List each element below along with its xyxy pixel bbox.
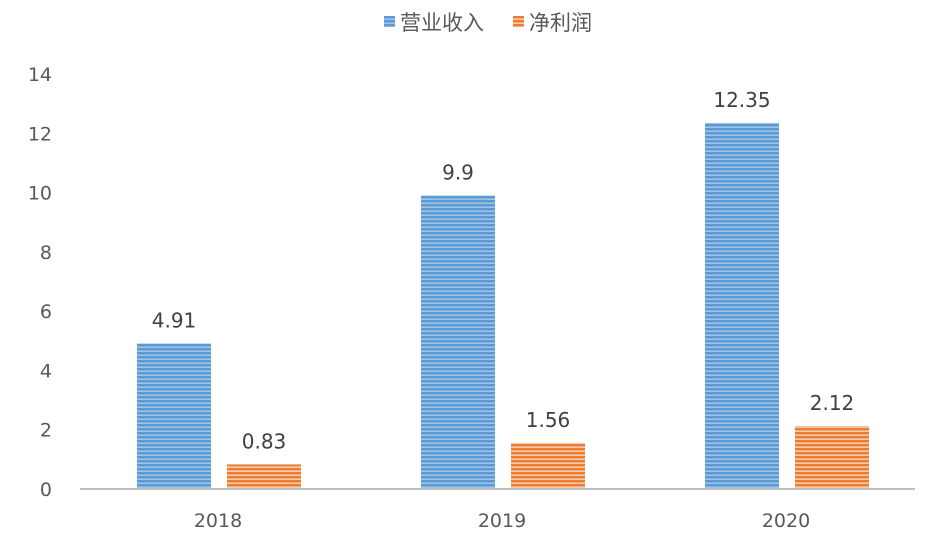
x-tick-label: 2018 bbox=[194, 510, 242, 532]
y-tick-label: 4 bbox=[40, 360, 52, 382]
data-label: 4.91 bbox=[152, 308, 197, 332]
y-tick-label: 14 bbox=[28, 64, 52, 86]
y-tick-label: 10 bbox=[28, 183, 52, 205]
data-labels: 4.91 9.9 12.35 0.83 1.56 2.12 bbox=[152, 88, 855, 453]
x-tick-label: 2020 bbox=[762, 510, 810, 532]
data-label: 1.56 bbox=[526, 408, 571, 432]
x-tick-label: 2019 bbox=[478, 510, 526, 532]
y-axis: 0 2 4 6 8 10 12 14 bbox=[28, 64, 52, 501]
bar-revenue-2019 bbox=[421, 195, 495, 490]
y-tick-label: 8 bbox=[40, 242, 52, 264]
legend-label-net-profit: 净利润 bbox=[529, 11, 592, 35]
legend-swatch-net-profit bbox=[513, 16, 524, 27]
legend-label-revenue: 营业收入 bbox=[400, 11, 484, 35]
bar-net-profit-2018 bbox=[227, 464, 301, 489]
y-tick-label: 12 bbox=[28, 123, 52, 145]
legend: 营业收入 净利润 bbox=[384, 11, 592, 35]
bar-revenue-2018 bbox=[137, 343, 211, 489]
x-axis: 2018 2019 2020 bbox=[194, 510, 810, 532]
data-label: 12.35 bbox=[713, 88, 770, 112]
bar-revenue-2020 bbox=[705, 122, 779, 490]
bar-net-profit-2020 bbox=[795, 426, 869, 489]
data-label: 0.83 bbox=[242, 429, 287, 453]
bar-net-profit-2019 bbox=[511, 442, 585, 489]
legend-swatch-revenue bbox=[384, 16, 395, 27]
y-tick-label: 2 bbox=[40, 420, 52, 442]
y-tick-label: 6 bbox=[40, 301, 52, 323]
data-label: 9.9 bbox=[442, 161, 474, 185]
bars bbox=[137, 122, 869, 490]
y-tick-label: 0 bbox=[40, 479, 52, 501]
data-label: 2.12 bbox=[810, 391, 855, 415]
